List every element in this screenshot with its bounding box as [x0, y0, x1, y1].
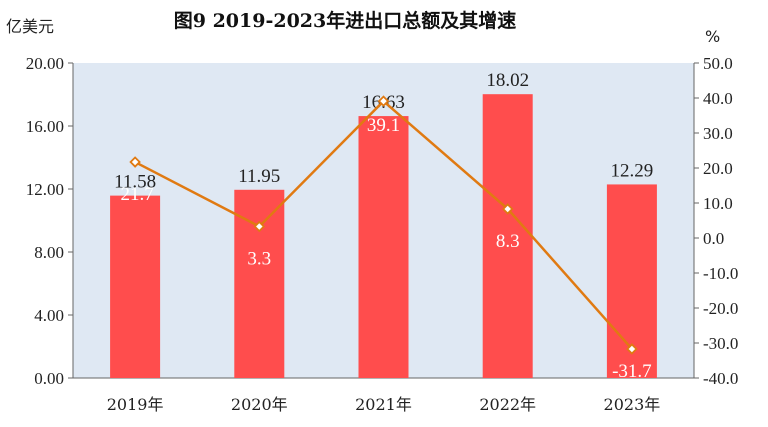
bar-2019 — [110, 195, 161, 378]
left-tick-label: 0.00 — [34, 369, 64, 388]
growth-value-label: 21.7 — [120, 184, 153, 205]
growth-marker — [626, 343, 638, 355]
bar-value-label: 11.95 — [238, 166, 280, 187]
right-tick-label: -10.0 — [703, 264, 738, 283]
left-tick-label: 8.00 — [34, 243, 64, 262]
category-label: 2023年 — [604, 395, 661, 414]
bar-2021 — [358, 116, 409, 378]
right-tick-label: 20.0 — [703, 159, 733, 178]
category-label: 2021年 — [355, 395, 412, 414]
left-tick-label: 4.00 — [34, 306, 64, 325]
growth-marker — [129, 156, 141, 168]
right-tick-label: 50.0 — [703, 54, 733, 73]
right-tick-label: -40.0 — [703, 369, 738, 388]
growth-marker — [377, 95, 390, 107]
right-tick-label: -20.0 — [703, 299, 738, 318]
growth-value-label: 8.3 — [496, 231, 520, 252]
category-label: 2020年 — [231, 395, 288, 414]
right-tick-label: -30.0 — [703, 334, 738, 353]
left-tick-label: 12.00 — [26, 180, 64, 199]
left-axis-unit: 亿美元 — [6, 17, 54, 36]
right-tick-label: 40.0 — [703, 89, 733, 108]
bar-value-label: 11.58 — [114, 172, 156, 193]
growth-marker — [253, 220, 266, 233]
right-tick-label: 30.0 — [703, 124, 733, 143]
growth-value-label: 3.3 — [247, 248, 271, 269]
plot-area: 0.00 4.00 8.00 12.00 16.00 20.00 -40.0 -30.0 -20… — [26, 54, 739, 414]
growth-value-label: 39.1 — [367, 115, 400, 136]
left-tick-label: 20.00 — [26, 54, 64, 73]
bar-value-label: 12.29 — [611, 160, 654, 181]
chart-title: 图9 2019-2023年进出口总额及其增速 — [174, 9, 516, 32]
growth-marker — [501, 203, 514, 215]
category-label: 2019年 — [107, 395, 164, 414]
growth-value-label: -31.7 — [612, 361, 652, 382]
right-tick-label: 10.0 — [703, 194, 733, 213]
right-tick-label: 0.0 — [703, 229, 724, 248]
left-tick-label: 16.00 — [26, 117, 64, 136]
bar-value-label: 18.02 — [486, 70, 529, 91]
category-label: 2022年 — [479, 395, 536, 414]
bar-2022 — [482, 94, 533, 378]
right-axis-unit: % — [705, 27, 720, 46]
